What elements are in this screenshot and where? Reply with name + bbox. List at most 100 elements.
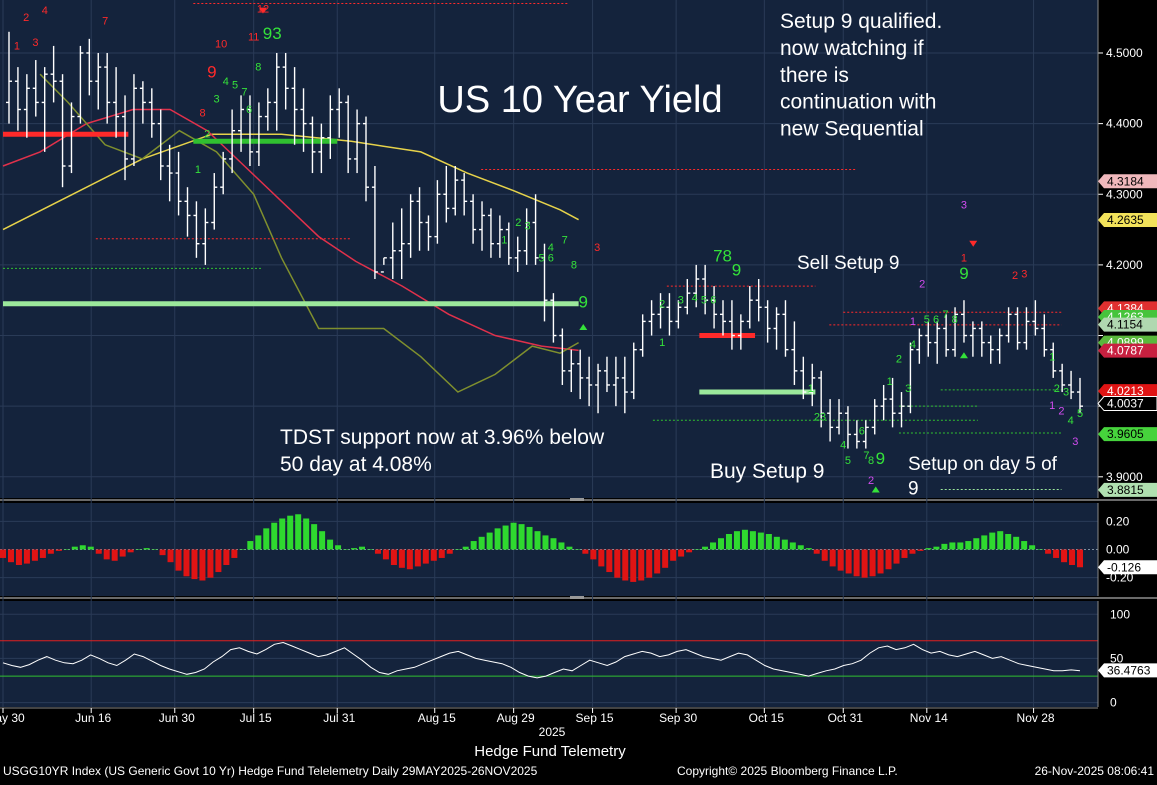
macd-histogram-bar — [71, 546, 78, 550]
macd-histogram-bar — [1005, 534, 1012, 550]
price-bar — [336, 88, 343, 138]
x-axis-label: Aug 15 — [418, 711, 456, 725]
moving-average-olive-line — [39, 73, 579, 393]
price-tag-box — [1098, 482, 1157, 497]
price-bar — [844, 406, 851, 449]
td-sequential-count: 5 — [924, 314, 930, 326]
price-bar — [514, 236, 521, 272]
macd-histogram-bar — [686, 549, 693, 553]
td-sequential-count: 7 — [942, 309, 948, 321]
rsi-panel — [0, 601, 1098, 707]
price-bar — [318, 123, 325, 174]
macd-histogram-bar — [295, 514, 302, 550]
macd-histogram-bar — [398, 549, 405, 568]
tdst-support-note: TDST support now at 3.96% below 50 day at… — [280, 426, 605, 476]
macd-histogram-bar — [79, 545, 86, 550]
x-axis-label: Jun 16 — [75, 711, 111, 725]
macd-histogram-bar — [925, 548, 932, 550]
x-axis-label: Nov 28 — [1017, 711, 1055, 725]
macd-histogram-bar — [470, 541, 477, 550]
price-bar — [684, 279, 691, 315]
td-sequential-count: 1 — [659, 337, 665, 349]
price-tag-box — [1098, 317, 1157, 332]
macd-histogram-bar — [582, 549, 589, 554]
price-bar — [505, 222, 512, 265]
td-sequential-count: 1 — [1049, 400, 1055, 412]
price-bar — [1050, 342, 1057, 378]
price-tag-box — [1098, 384, 1157, 399]
macd-histogram-bar — [757, 532, 764, 550]
macd-histogram-bar — [111, 549, 118, 561]
price-bar — [496, 215, 503, 258]
macd-histogram-bar — [534, 531, 541, 550]
macd-histogram-bar — [7, 549, 14, 563]
price-tag-label: 3.8815 — [1107, 483, 1144, 497]
buy-setup-label: Buy Setup 9 — [710, 460, 824, 483]
x-axis-label: Oct 15 — [749, 711, 785, 725]
td-sequential-count: 3 — [594, 242, 600, 254]
panel-resize-handle[interactable] — [570, 596, 584, 599]
macd-histogram-bar — [989, 532, 996, 550]
macd-histogram-bar — [670, 549, 677, 561]
macd-histogram-bar — [997, 531, 1004, 550]
price-bar — [969, 321, 976, 357]
x-axis-label: Oct 31 — [828, 711, 864, 725]
price-tag-label: 4.2635 — [1107, 213, 1144, 227]
macd-histogram-bar — [183, 549, 190, 577]
macd-histogram-bar — [718, 538, 724, 550]
macd-histogram-bar — [662, 549, 669, 568]
price-bar — [327, 95, 334, 159]
macd-histogram-bar — [215, 549, 222, 573]
macd-histogram-bar — [263, 528, 270, 550]
td-sequential-count: 2 — [659, 298, 665, 310]
macd-histogram-bar — [287, 515, 294, 550]
x-axis-label: May 30 — [0, 711, 25, 725]
panel-resize-handle[interactable] — [570, 498, 584, 501]
macd-histogram-bar — [1029, 545, 1036, 550]
macd-histogram-bar — [797, 545, 804, 550]
macd-histogram-bar — [1077, 549, 1083, 568]
price-bar — [77, 45, 84, 124]
macd-histogram-bar — [1061, 549, 1068, 563]
macd-value-tag: -0.126 — [1098, 560, 1157, 575]
price-bar — [354, 109, 361, 174]
price-bar — [425, 215, 432, 251]
price-bar — [122, 95, 129, 181]
macd-histogram-bar — [853, 549, 860, 577]
macd-histogram-bar — [957, 542, 964, 550]
price-bar — [925, 321, 932, 357]
macd-histogram-bar — [247, 541, 254, 550]
price-bar — [960, 300, 967, 343]
macd-histogram-bar — [598, 549, 605, 567]
price-bar — [871, 399, 878, 435]
price-bar — [782, 300, 789, 357]
price-bar — [809, 363, 816, 407]
macd-histogram-bar — [510, 522, 517, 550]
macd-histogram-bar — [494, 528, 501, 550]
td-sequential-count: 23 — [814, 411, 826, 423]
td-sequential-count: 9 — [207, 63, 216, 82]
macd-histogram-bar — [877, 549, 884, 574]
price-bar — [675, 300, 682, 329]
macd-histogram-bar — [335, 545, 342, 550]
price-bar — [1059, 363, 1066, 393]
price-bar — [728, 300, 735, 350]
price-bar — [14, 67, 21, 131]
macd-histogram-bar — [207, 549, 214, 578]
price-axis-label: 4.3000 — [1106, 187, 1143, 201]
x-axis-label: Nov 14 — [910, 711, 948, 725]
macd-histogram-bar — [678, 549, 685, 557]
macd-histogram-bar — [558, 542, 565, 550]
price-bar — [916, 328, 923, 364]
macd-histogram-bar — [239, 549, 246, 550]
macd-histogram-bar — [1069, 549, 1076, 565]
price-value-tag: 3.9605 — [1098, 427, 1157, 442]
price-tag-label: 3.9605 — [1107, 427, 1144, 441]
macd-histogram-bar — [606, 549, 613, 573]
macd-histogram-bar — [414, 549, 421, 567]
macd-histogram-bar — [965, 541, 972, 550]
price-bar — [246, 95, 253, 166]
macd-histogram-bar — [502, 525, 509, 550]
macd-histogram-bar — [311, 524, 318, 550]
price-bar — [452, 166, 459, 216]
